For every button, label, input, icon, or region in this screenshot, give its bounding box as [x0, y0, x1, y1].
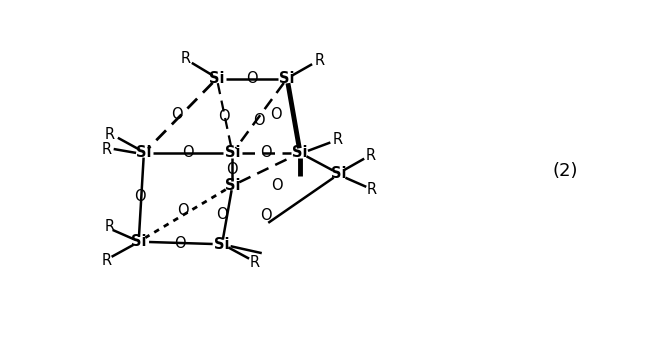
Text: Si: Si [136, 145, 152, 160]
Text: R: R [181, 52, 191, 66]
Text: Si: Si [224, 178, 240, 193]
Text: O: O [261, 145, 272, 160]
Text: R: R [314, 53, 325, 68]
Text: Si: Si [224, 145, 240, 160]
Text: O: O [270, 107, 282, 122]
Text: Si: Si [214, 237, 230, 252]
Text: R: R [101, 253, 112, 268]
Text: O: O [175, 236, 186, 251]
Text: O: O [261, 208, 272, 223]
Text: O: O [216, 207, 228, 222]
Text: Si: Si [292, 145, 308, 160]
Text: Si: Si [131, 234, 146, 249]
Text: O: O [226, 162, 239, 177]
Text: O: O [271, 178, 282, 193]
Text: Si: Si [209, 71, 224, 86]
Text: O: O [134, 189, 146, 204]
Text: R: R [105, 219, 115, 234]
Text: R: R [104, 127, 115, 142]
Text: (2): (2) [553, 162, 579, 180]
Text: Si: Si [331, 166, 347, 181]
Text: O: O [218, 109, 229, 124]
Text: O: O [246, 71, 257, 86]
Text: R: R [333, 132, 343, 147]
Text: O: O [171, 107, 183, 122]
Text: O: O [253, 113, 264, 128]
Text: R: R [366, 147, 376, 162]
Text: Si: Si [280, 71, 295, 86]
Text: O: O [182, 145, 194, 160]
Text: R: R [101, 141, 112, 157]
Text: R: R [249, 255, 259, 270]
Text: R: R [366, 182, 376, 198]
Text: O: O [177, 203, 189, 218]
